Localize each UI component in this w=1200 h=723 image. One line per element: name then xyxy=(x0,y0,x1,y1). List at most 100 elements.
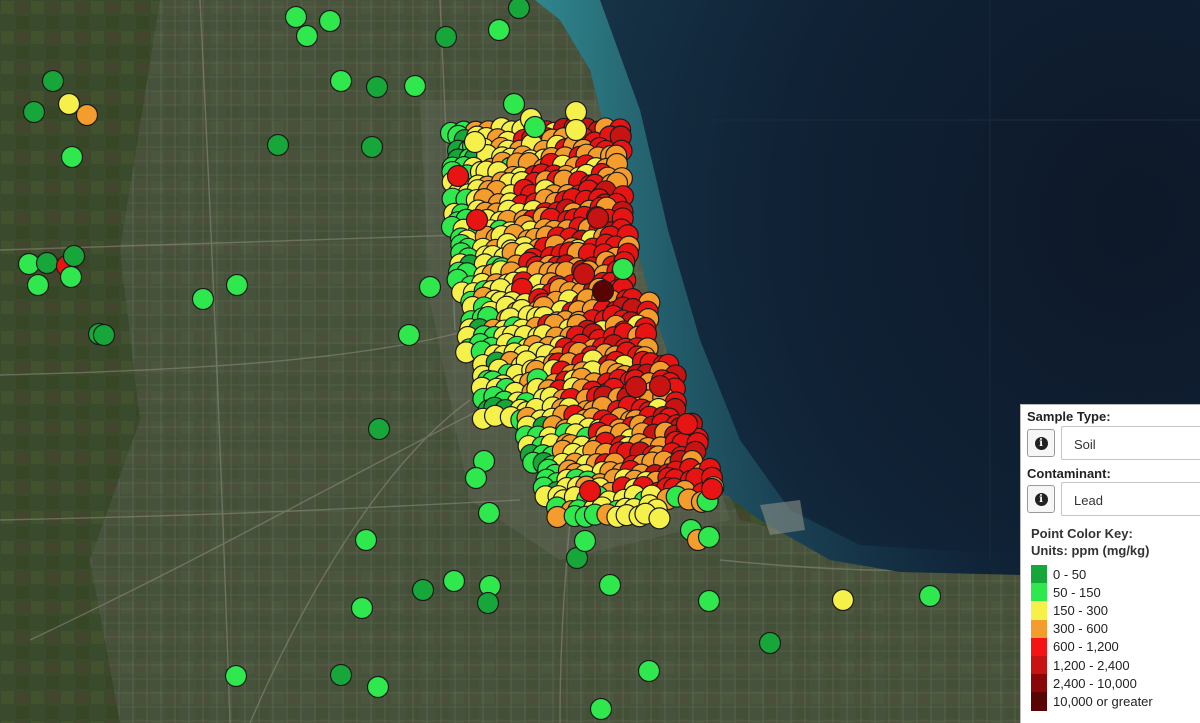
sample-point[interactable] xyxy=(700,477,724,501)
sample-point[interactable] xyxy=(624,375,648,399)
legend-item: 10,000 or greater xyxy=(1031,692,1196,711)
sample-point[interactable] xyxy=(75,103,99,127)
legend-item: 2,400 - 10,000 xyxy=(1031,674,1196,693)
legend-label: 2,400 - 10,000 xyxy=(1053,675,1137,691)
sample-point[interactable] xyxy=(507,0,531,20)
sample-point[interactable] xyxy=(648,374,672,398)
sample-point[interactable] xyxy=(329,69,353,93)
legend-label: 600 - 1,200 xyxy=(1053,639,1119,655)
legend-title: Point Color Key: xyxy=(1031,526,1133,541)
sample-point[interactable] xyxy=(365,75,389,99)
sample-type-select[interactable]: Soil xyxy=(1061,426,1200,460)
sample-point[interactable] xyxy=(397,323,421,347)
sample-point[interactable] xyxy=(611,257,635,281)
legend-swatch xyxy=(1031,601,1047,620)
sample-point[interactable] xyxy=(578,479,602,503)
sample-point[interactable] xyxy=(675,412,699,436)
sample-point[interactable] xyxy=(476,591,500,615)
legend-item: 150 - 300 xyxy=(1031,601,1196,620)
info-icon: i xyxy=(1034,436,1048,450)
sample-point[interactable] xyxy=(477,501,501,525)
sample-type-info-button[interactable]: i xyxy=(1027,429,1055,457)
sample-point[interactable] xyxy=(523,115,547,139)
sample-point[interactable] xyxy=(918,584,942,608)
legend-swatch xyxy=(1031,637,1047,656)
legend-swatch xyxy=(1031,565,1047,584)
sample-point[interactable] xyxy=(354,528,378,552)
sample-point[interactable] xyxy=(57,92,81,116)
sample-point[interactable] xyxy=(367,417,391,441)
sample-point[interactable] xyxy=(446,164,470,188)
sample-point[interactable] xyxy=(329,663,353,687)
legend-label: 1,200 - 2,400 xyxy=(1053,657,1130,673)
sample-point[interactable] xyxy=(266,133,290,157)
contaminant-info-button[interactable]: i xyxy=(1027,485,1055,513)
sample-point[interactable] xyxy=(758,631,782,655)
info-icon: i xyxy=(1034,492,1048,506)
sample-point[interactable] xyxy=(418,275,442,299)
legend-label: 150 - 300 xyxy=(1053,602,1108,618)
legend-label: 300 - 600 xyxy=(1053,621,1108,637)
legend-item: 0 - 50 xyxy=(1031,565,1196,584)
sample-point[interactable] xyxy=(225,273,249,297)
sample-point[interactable] xyxy=(464,466,488,490)
sample-point[interactable] xyxy=(648,507,671,530)
sample-point[interactable] xyxy=(586,206,610,230)
sample-point[interactable] xyxy=(589,697,613,721)
sample-point[interactable] xyxy=(41,69,65,93)
contaminant-select[interactable]: Lead xyxy=(1061,482,1200,516)
point-color-legend: Point Color Key: Units: ppm (mg/kg) 0 - … xyxy=(1031,525,1196,711)
legend-units: Units: ppm (mg/kg) xyxy=(1031,543,1150,558)
sample-point[interactable] xyxy=(411,578,435,602)
legend-item: 50 - 150 xyxy=(1031,583,1196,602)
sample-point[interactable] xyxy=(697,525,721,549)
sample-point[interactable] xyxy=(487,18,511,42)
sample-point[interactable] xyxy=(191,287,215,311)
sample-point[interactable] xyxy=(22,100,46,124)
sample-point[interactable] xyxy=(403,74,427,98)
shoreline-glow xyxy=(535,0,1020,575)
sample-point[interactable] xyxy=(26,273,50,297)
sample-point[interactable] xyxy=(434,25,458,49)
sample-point[interactable] xyxy=(92,323,116,347)
sample-point[interactable] xyxy=(697,589,721,613)
sample-point[interactable] xyxy=(360,135,384,159)
sample-point[interactable] xyxy=(59,265,83,289)
sample-point[interactable] xyxy=(831,588,855,612)
legend-item: 1,200 - 2,400 xyxy=(1031,655,1196,675)
legend-swatch xyxy=(1031,674,1047,693)
sample-point[interactable] xyxy=(442,569,466,593)
sample-point[interactable] xyxy=(463,130,487,154)
sample-point[interactable] xyxy=(284,5,308,29)
legend-label: 10,000 or greater xyxy=(1053,693,1153,709)
sample-point[interactable] xyxy=(564,118,588,142)
sample-point[interactable] xyxy=(502,92,526,116)
sample-points[interactable] xyxy=(17,0,942,721)
legend-item: 600 - 1,200 xyxy=(1031,637,1196,656)
control-panel: Sample Type: i Soil Contaminant: i Lead … xyxy=(1020,404,1200,723)
sample-point[interactable] xyxy=(591,279,615,303)
legend-list: 0 - 50 50 - 150 150 - 300 300 - 600 600 … xyxy=(1031,565,1196,711)
sample-point[interactable] xyxy=(366,675,390,699)
legend-label: 0 - 50 xyxy=(1053,566,1087,582)
legend-item: 300 - 600 xyxy=(1031,619,1196,638)
sample-point[interactable] xyxy=(573,529,597,553)
sample-point[interactable] xyxy=(598,573,622,597)
legend-swatch xyxy=(1031,583,1047,602)
sample-point[interactable] xyxy=(60,145,84,169)
harbor xyxy=(760,500,805,535)
legend-label: 50 - 150 xyxy=(1053,584,1101,600)
sample-point[interactable] xyxy=(35,251,59,275)
sample-point[interactable] xyxy=(318,9,342,33)
legend-swatch xyxy=(1031,619,1047,638)
sample-point[interactable] xyxy=(572,262,596,286)
sample-point[interactable] xyxy=(350,596,374,620)
sample-point[interactable] xyxy=(637,659,661,683)
sample-type-label: Sample Type: xyxy=(1027,409,1111,424)
sample-point[interactable] xyxy=(465,208,489,232)
sample-point[interactable] xyxy=(224,664,248,688)
sample-point[interactable] xyxy=(62,244,86,268)
sample-point[interactable] xyxy=(295,24,319,48)
contaminant-label: Contaminant: xyxy=(1027,466,1111,481)
